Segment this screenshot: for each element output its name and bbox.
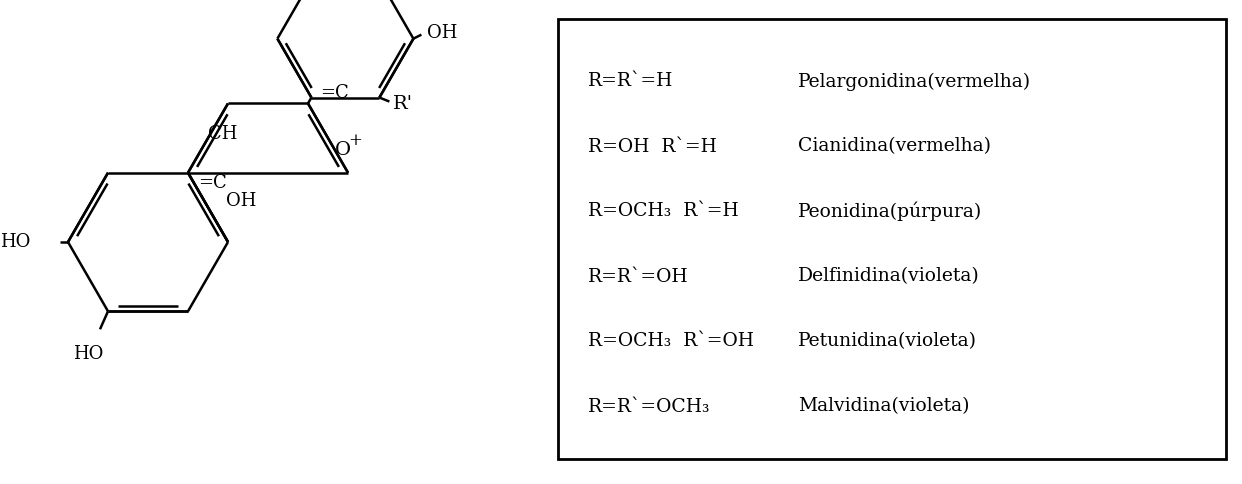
Text: HO: HO xyxy=(0,233,30,251)
Text: R=OH  R`=H: R=OH R`=H xyxy=(587,137,717,155)
Text: Pelargonidina(vermelha): Pelargonidina(vermelha) xyxy=(799,73,1031,91)
Text: Cianidina(vermelha): Cianidina(vermelha) xyxy=(799,137,991,155)
Text: +: + xyxy=(348,132,361,149)
Text: OH: OH xyxy=(427,24,458,42)
Text: Peonidina(púrpura): Peonidina(púrpura) xyxy=(799,202,982,221)
Text: R=OCH₃  R`=OH: R=OCH₃ R`=OH xyxy=(587,333,754,350)
Text: R=R`=OCH₃: R=R`=OCH₃ xyxy=(587,397,710,415)
Text: CH: CH xyxy=(209,125,237,143)
Text: Delfinidina(violeta): Delfinidina(violeta) xyxy=(799,268,980,286)
Text: Petunidina(violeta): Petunidina(violeta) xyxy=(799,333,977,350)
Text: O: O xyxy=(335,141,351,159)
Text: =C: =C xyxy=(320,84,349,103)
Text: HO: HO xyxy=(73,345,103,363)
Text: R': R' xyxy=(394,94,414,113)
Text: R=R`=OH: R=R`=OH xyxy=(587,268,688,286)
Text: R=R`=H: R=R`=H xyxy=(587,73,673,91)
FancyBboxPatch shape xyxy=(558,19,1226,459)
Text: =C: =C xyxy=(197,174,227,192)
Text: OH: OH xyxy=(226,192,256,210)
Text: R=OCH₃  R`=H: R=OCH₃ R`=H xyxy=(587,202,739,221)
Text: Malvidina(violeta): Malvidina(violeta) xyxy=(799,397,970,415)
